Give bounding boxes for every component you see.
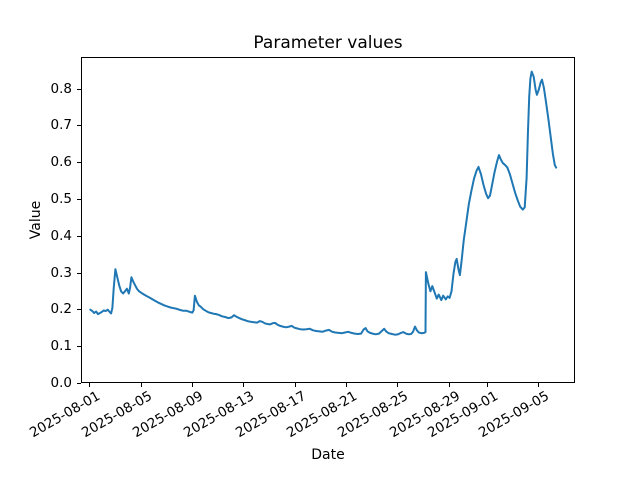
- y-tick-mark: [77, 383, 81, 384]
- x-tick-mark: [448, 383, 450, 387]
- y-tick-label: 0.4: [50, 227, 72, 244]
- y-tick-mark: [77, 346, 81, 348]
- y-tick-label: 0.8: [50, 80, 72, 97]
- x-tick-mark: [397, 383, 399, 387]
- x-tick-mark: [243, 383, 245, 387]
- y-tick-mark: [77, 235, 81, 237]
- y-tick-label: 0.1: [50, 338, 72, 355]
- y-tick-label: 0.3: [50, 264, 72, 281]
- y-tick-mark: [77, 272, 81, 274]
- y-tick-label: 0.2: [50, 301, 72, 318]
- series-path: [89, 70, 558, 336]
- chart-title: Parameter values: [253, 33, 403, 53]
- y-tick-mark: [77, 88, 81, 90]
- x-tick-mark: [192, 383, 193, 387]
- y-tick-mark: [77, 162, 81, 164]
- y-tick-mark: [77, 309, 81, 311]
- x-tick-mark: [538, 383, 540, 387]
- y-tick-label: 0.5: [50, 191, 72, 207]
- y-tick-label: 0.6: [50, 154, 72, 171]
- plot-area: [81, 57, 575, 383]
- y-tick-label: 0.0: [50, 375, 72, 391]
- y-tick-mark: [77, 199, 81, 200]
- line-chart-canvas: [89, 70, 558, 336]
- y-tick-label: 0.7: [50, 117, 72, 134]
- y-tick-mark: [77, 125, 81, 127]
- x-tick-mark: [346, 383, 347, 387]
- x-tick-mark: [140, 383, 142, 387]
- x-tick-mark: [89, 383, 91, 387]
- x-tick-mark: [487, 383, 489, 387]
- x-axis-label: Date: [311, 447, 345, 463]
- x-tick-mark: [294, 383, 296, 387]
